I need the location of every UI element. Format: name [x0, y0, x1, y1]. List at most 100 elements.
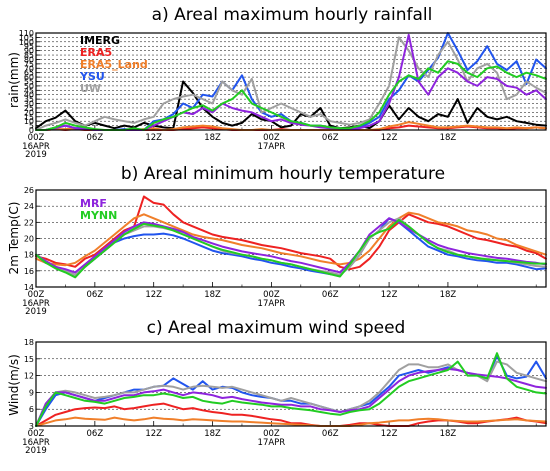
xtick-label: 18Z: [440, 133, 457, 143]
ytick-label: 30: [24, 100, 34, 109]
ytick-label: 3: [29, 422, 34, 431]
temperature-ylabel: 2m Temp(C): [7, 202, 21, 275]
ytick-label: 25: [24, 104, 34, 113]
wind-series-uw: [35, 360, 547, 427]
xtick-label: 06Z: [322, 133, 339, 143]
ytick-label: 35: [24, 95, 34, 104]
wind-series-mynn: [35, 352, 547, 427]
ytick-label: 105: [19, 33, 34, 42]
ytick-label: 18: [24, 251, 34, 260]
wind-series-ysu: [35, 355, 547, 427]
rainfall-panel: a) Areal maximum hourly rainfall rain(mm…: [7, 5, 547, 160]
ytick-label: 20: [24, 235, 34, 244]
xtick-date-label: 16APR: [22, 438, 50, 448]
rainfall-series-mrf: [35, 33, 547, 131]
xtick-date-label: 17APR: [258, 142, 286, 152]
temperature-title: b) Areal minimum hourly temperature: [121, 164, 445, 184]
xtick-date-label: 17APR: [258, 299, 286, 309]
legend-imerg: IMERG: [80, 34, 120, 47]
xtick-label: 06Z: [87, 133, 104, 143]
ytick-label: 0: [29, 126, 34, 135]
legend-mrf: MRF: [80, 197, 107, 210]
ytick-label: 90: [24, 47, 34, 56]
legend-ysu: YSU: [79, 70, 105, 83]
temperature-series-era5-land: [35, 211, 547, 267]
wind-series-era5: [35, 402, 547, 427]
legend-uw: UW: [80, 82, 101, 95]
xtick-label: 12Z: [145, 290, 162, 300]
ytick-label: 15: [24, 355, 34, 364]
ytick-label: 50: [24, 82, 34, 91]
ytick-label: 70: [24, 64, 34, 73]
ytick-label: 75: [24, 60, 34, 69]
ytick-label: 80: [24, 55, 34, 64]
ytick-label: 20: [24, 108, 34, 117]
temperature-legend: MRF MYNN: [80, 197, 117, 222]
rainfall-series-uw: [35, 36, 547, 131]
xtick-label: 06Z: [87, 429, 104, 439]
rainfall-ylabel: rain(mm): [7, 52, 21, 108]
xtick-date-label: 2019: [25, 446, 47, 456]
wind-ylabel: Wind(m/s): [7, 354, 21, 416]
xtick-label: 12Z: [381, 133, 398, 143]
temperature-series-mrf: [35, 217, 547, 274]
xtick-label: 00Z: [263, 133, 280, 143]
ytick-label: 85: [24, 51, 34, 60]
legend-era5-land: ERA5_Land: [80, 58, 148, 71]
wind-plot-frame: [35, 341, 547, 427]
xtick-date-label: 16APR: [22, 142, 50, 152]
temperature-plot-frame: [35, 189, 547, 288]
ytick-label: 16: [24, 267, 34, 276]
rainfall-legend: IMERG ERA5 ERA5_Land YSU UW: [79, 34, 148, 95]
ytick-label: 24: [24, 202, 34, 211]
xtick-label: 00Z: [28, 290, 45, 300]
xtick-label: 18Z: [204, 290, 221, 300]
xtick-date-label: 17APR: [258, 438, 286, 448]
xtick-date-label: 2019: [25, 307, 47, 317]
ytick-label: 65: [24, 69, 34, 78]
wind-panel: c) Areal maximum wind speed Wind(m/s) 3 6…: [7, 318, 547, 456]
ytick-label: 5: [29, 122, 34, 131]
xtick-label: 18Z: [204, 133, 221, 143]
rainfall-title: a) Areal maximum hourly rainfall: [152, 5, 433, 25]
xtick-label: 12Z: [145, 133, 162, 143]
ytick-label: 10: [24, 117, 34, 126]
ytick-label: 45: [24, 86, 34, 95]
ytick-label: 12: [24, 372, 34, 381]
xtick-label: 00Z: [263, 290, 280, 300]
xtick-date-label: 16APR: [22, 299, 50, 309]
xtick-label: 12Z: [381, 290, 398, 300]
ytick-label: 60: [24, 73, 34, 82]
xtick-date-label: 2019: [25, 150, 47, 160]
xtick-label: 00Z: [28, 133, 45, 143]
temperature-series-mynn: [35, 218, 547, 279]
xtick-label: 18Z: [440, 429, 457, 439]
ytick-label: 15: [24, 113, 34, 122]
ytick-label: 55: [24, 78, 34, 87]
ytick-label: 110: [19, 29, 34, 38]
ytick-label: 9: [29, 388, 34, 397]
ytick-label: 22: [24, 218, 34, 227]
xtick-label: 06Z: [87, 290, 104, 300]
temperature-panel: b) Areal minimum hourly temperature 2m T…: [7, 164, 547, 317]
rainfall-series-imerg: [35, 80, 547, 130]
rainfall-plot-frame: [35, 32, 547, 131]
xtick-label: 18Z: [204, 429, 221, 439]
legend-mynn: MYNN: [80, 209, 117, 222]
xtick-label: 00Z: [28, 429, 45, 439]
wind-title: c) Areal maximum wind speed: [147, 318, 406, 338]
ytick-label: 95: [24, 42, 34, 51]
wind-series-mrf: [35, 367, 547, 427]
legend-era5: ERA5: [80, 46, 112, 59]
ytick-label: 6: [29, 405, 34, 414]
xtick-label: 12Z: [381, 429, 398, 439]
temperature-series-era5: [35, 195, 547, 271]
xtick-label: 00Z: [263, 429, 280, 439]
xtick-label: 06Z: [322, 429, 339, 439]
ytick-label: 26: [24, 186, 34, 195]
ytick-label: 100: [19, 38, 34, 47]
ytick-label: 14: [24, 283, 34, 292]
ytick-label: 18: [24, 338, 34, 347]
ytick-label: 40: [24, 91, 34, 100]
